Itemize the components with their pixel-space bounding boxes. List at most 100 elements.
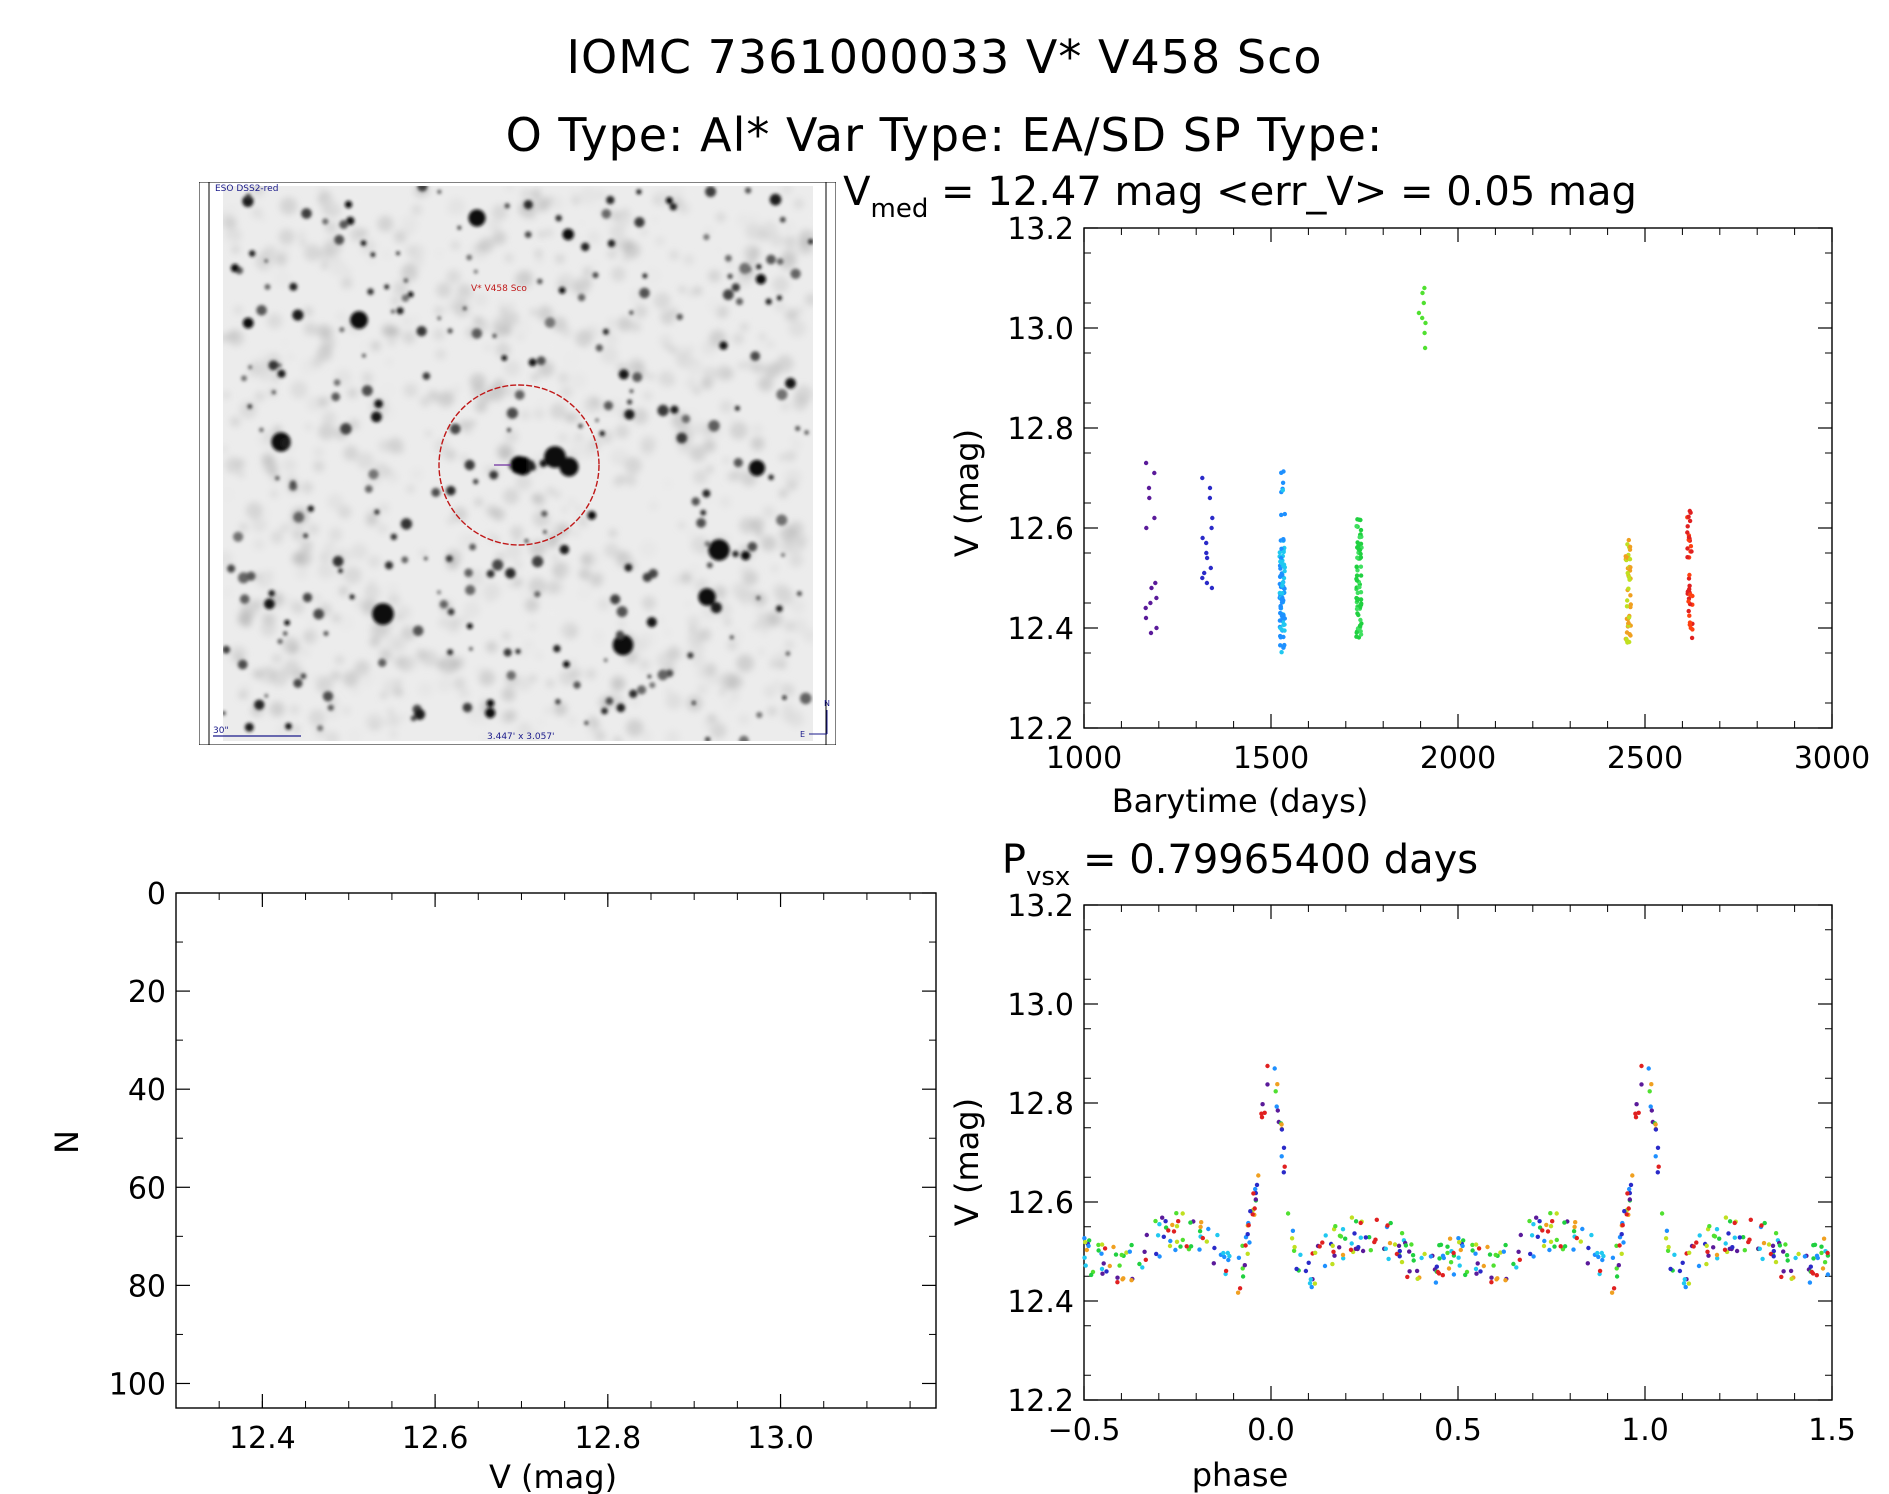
lc-point: [1625, 542, 1630, 547]
sky-noise: [368, 585, 386, 602]
sky-noise: [436, 282, 452, 298]
lc-point: [1628, 602, 1634, 607]
lc-point: [1143, 615, 1149, 621]
field-star: [241, 375, 247, 382]
sky-noise: [492, 230, 507, 245]
ph-point: [1639, 1082, 1644, 1087]
lc-ytick-label: 12.6: [1007, 512, 1074, 547]
sky-noise: [385, 582, 398, 595]
field-star: [727, 273, 733, 279]
lc-point: [1628, 593, 1633, 598]
ph-point: [1225, 1250, 1231, 1256]
lc-point: [1281, 598, 1286, 603]
ph-point: [1260, 1102, 1265, 1107]
ph-point: [1810, 1271, 1816, 1276]
sky-noise: [693, 421, 708, 436]
sky-noise: [337, 505, 352, 519]
ph-point: [1188, 1244, 1194, 1249]
sky-noise: [330, 670, 341, 681]
ph-point: [1474, 1271, 1479, 1276]
field-star: [626, 399, 633, 405]
ph-point: [1762, 1220, 1767, 1226]
sky-noise: [597, 598, 610, 611]
ph-point: [1252, 1212, 1257, 1218]
sky-noise: [287, 353, 294, 361]
lc-point: [1686, 537, 1691, 542]
sky-noise: [784, 314, 790, 321]
field-star: [368, 469, 379, 480]
sky-noise: [529, 308, 537, 316]
ph-point: [1706, 1253, 1711, 1258]
sky-noise: [803, 719, 810, 726]
lc-point: [1278, 584, 1284, 590]
ph-point: [1653, 1122, 1658, 1127]
ph-point: [1129, 1278, 1134, 1283]
ph-point: [1388, 1220, 1393, 1226]
ph-point: [1758, 1224, 1764, 1230]
sky-noise: [529, 622, 537, 630]
field-star: [447, 608, 455, 616]
lc-xtick-label: 1000: [1046, 741, 1122, 776]
lc-point: [1354, 599, 1360, 605]
field-star: [396, 307, 404, 315]
ph-point: [1811, 1256, 1816, 1261]
sky-noise: [432, 328, 445, 341]
ph-point: [1144, 1232, 1150, 1238]
sky-noise: [343, 476, 351, 484]
lc-point: [1358, 623, 1363, 628]
ph-point: [1619, 1223, 1625, 1228]
sky-noise: [387, 593, 401, 606]
field-star: [384, 561, 394, 570]
sky-noise: [577, 515, 589, 528]
lc-point: [1358, 564, 1364, 569]
lc-point: [1686, 596, 1692, 601]
hist-ytick-label: 80: [128, 1269, 166, 1304]
sky-noise: [453, 677, 466, 690]
ph-point: [1655, 1145, 1661, 1151]
field-star: [756, 595, 761, 601]
field-star: [277, 369, 286, 378]
field-star: [738, 735, 749, 741]
field-star: [632, 372, 643, 383]
field-star: [769, 193, 782, 206]
sky-noise: [301, 481, 314, 494]
sky-noise: [726, 640, 738, 651]
field-star: [523, 200, 533, 210]
sky-noise: [400, 214, 419, 233]
field-star: [378, 658, 387, 667]
sky-noise: [469, 373, 486, 390]
lc-point: [1624, 630, 1630, 635]
sky-noise: [400, 625, 416, 641]
sky-noise: [225, 457, 242, 474]
ph-point: [1734, 1248, 1740, 1254]
field-star: [410, 715, 417, 722]
lc-point: [1355, 517, 1360, 522]
lc-title-rest: = 12.47 mag <err_V> = 0.05 mag: [928, 169, 1637, 215]
sky-noise: [616, 550, 629, 562]
ph-point: [1130, 1276, 1135, 1282]
lc-point: [1281, 538, 1286, 543]
sky-noise: [782, 220, 796, 234]
field-star: [332, 555, 344, 567]
sky-noise: [419, 395, 431, 407]
ph-point: [1789, 1276, 1794, 1282]
sky-noise: [300, 539, 313, 553]
ph-point: [1343, 1236, 1348, 1241]
sky-noise: [608, 529, 617, 538]
ph-point: [1403, 1243, 1409, 1248]
hist-ytick-label: 100: [109, 1367, 166, 1402]
sky-noise: [544, 605, 560, 621]
sky-noise: [398, 447, 405, 454]
field-star: [277, 638, 283, 645]
lc-point: [1686, 599, 1691, 604]
field-star: [637, 685, 647, 695]
ph-point: [1142, 1249, 1147, 1255]
lc-point: [1282, 642, 1287, 648]
ph-point: [1218, 1252, 1224, 1258]
sky-noise: [256, 349, 273, 365]
ph-point: [1681, 1281, 1687, 1286]
ph-point: [1733, 1219, 1738, 1224]
ph-point: [1099, 1251, 1104, 1256]
ph-point: [1664, 1228, 1670, 1234]
sky-noise: [436, 677, 453, 693]
